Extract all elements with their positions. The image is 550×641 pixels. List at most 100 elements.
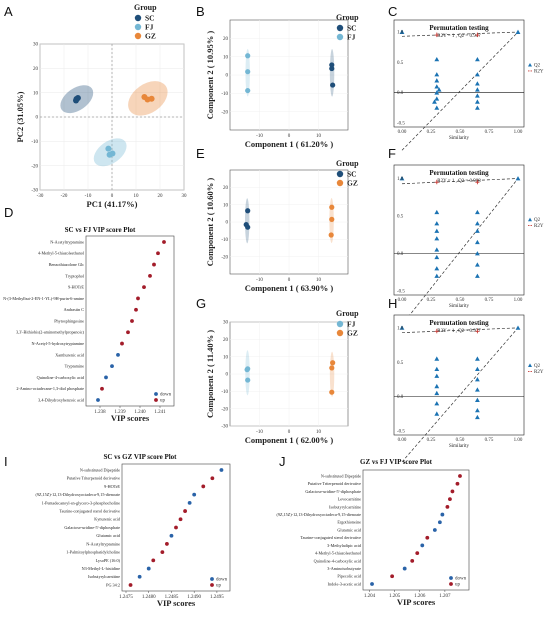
vip-point-down bbox=[96, 398, 100, 402]
panel-letter-D: D bbox=[4, 205, 13, 220]
panel-I: SC vs GZ VIP score Plot N-substituted Dip… bbox=[35, 453, 231, 608]
vip-point-down bbox=[370, 582, 374, 586]
panel-G: -10 0 10 -30 -20 -10 0 10 20 30 Component 1 ( 62.0… bbox=[205, 309, 359, 445]
legend-label-up: up bbox=[455, 583, 461, 588]
q2-point bbox=[475, 221, 480, 226]
y-tick-label: -0.5 bbox=[397, 430, 405, 435]
vip-point-up bbox=[152, 262, 156, 267]
q2-point bbox=[434, 266, 440, 271]
legend-label-R2Y: R2Y bbox=[534, 224, 544, 229]
x-tick-label: 30 bbox=[182, 194, 188, 199]
legend-label-FJ: FJ bbox=[347, 33, 356, 42]
panel-title: SC vs GZ VIP score Plot bbox=[103, 453, 177, 461]
x-tick-label: 1.241 bbox=[154, 410, 166, 415]
q2-point bbox=[475, 239, 480, 245]
legend-swatch-SC bbox=[134, 14, 142, 22]
x-tick-label: 1.2480 bbox=[142, 595, 156, 600]
vip-point-up bbox=[455, 481, 460, 486]
panel-letter-G: G bbox=[196, 296, 206, 311]
metabolite-label: N-Acetyltryptamine bbox=[50, 239, 84, 244]
y-tick-label: -20 bbox=[221, 110, 228, 115]
legend-swatch-up bbox=[210, 583, 214, 587]
legend-title: Group bbox=[336, 309, 359, 318]
plot-area bbox=[393, 164, 525, 296]
r2y-anchor-point bbox=[515, 325, 521, 330]
metabolite-label: Galactose-uridine-5'-diphosphate bbox=[64, 525, 120, 530]
metabolite-label: Putative Triterpenoid derivative bbox=[308, 481, 361, 486]
vip-point-down bbox=[110, 364, 114, 369]
metabolite-label: LysoPE (16:0) bbox=[96, 558, 121, 563]
y-tick-label: -10 bbox=[221, 390, 228, 395]
legend-swatch-Q2 bbox=[528, 217, 532, 222]
r2y-regression-line bbox=[401, 327, 519, 334]
q2-anchor-point bbox=[399, 176, 405, 181]
y-axis-label: Component 2 ( 10.60% ) bbox=[205, 178, 215, 267]
x-axis-label: Similarity bbox=[449, 304, 470, 309]
x-tick-label: 0.00 bbox=[398, 130, 407, 135]
data-point-FJ bbox=[245, 377, 251, 383]
vip-point-up bbox=[178, 517, 183, 522]
panel-J: GZ vs FJ VIP score Plot N-substituted Dip… bbox=[276, 458, 470, 607]
q2-point bbox=[434, 90, 440, 95]
q2-point bbox=[475, 99, 480, 104]
data-point-SC bbox=[329, 65, 335, 72]
metabolite-label: 1-Palmitoylphosphatidylcholine bbox=[66, 550, 120, 555]
y-tick-label: 0 bbox=[226, 74, 229, 79]
q2-point bbox=[434, 84, 440, 89]
metabolite-label: Putative Triterpenoid derivative bbox=[67, 476, 120, 481]
q2-point bbox=[434, 356, 440, 361]
plot-area bbox=[85, 235, 175, 407]
vip-point-up bbox=[174, 525, 178, 530]
metabolite-label: Isobutyrylcarnitine bbox=[329, 504, 361, 509]
data-point-GZ bbox=[148, 95, 155, 102]
vip-point-up bbox=[183, 509, 187, 513]
x-tick-label: 0.25 bbox=[427, 130, 436, 135]
data-point-FJ bbox=[245, 53, 251, 59]
panel-letter-F: F bbox=[388, 146, 396, 161]
legend-swatch-Q2 bbox=[528, 62, 532, 67]
x-tick-label: -10 bbox=[256, 278, 263, 283]
panel-letter-A: A bbox=[4, 4, 13, 19]
vip-point-down bbox=[146, 566, 151, 571]
q2-point bbox=[432, 99, 437, 104]
metabolite-label: Quinoline-4-carboxylic acid bbox=[37, 375, 85, 380]
q2-point bbox=[475, 397, 480, 402]
legend-swatch-GZ bbox=[134, 32, 142, 40]
q2-regression-line bbox=[401, 178, 519, 325]
y-tick-label: 0.5 bbox=[397, 61, 404, 66]
vip-point-up bbox=[100, 386, 104, 391]
q2-point bbox=[475, 56, 480, 62]
legend-swatch-Q2 bbox=[528, 363, 532, 367]
vip-point-down bbox=[440, 512, 445, 517]
data-point-GZ bbox=[329, 216, 335, 222]
q2-point bbox=[475, 93, 480, 98]
metabolite-label: 3,4-Dihydroxybenzoic acid bbox=[38, 397, 85, 403]
data-point-GZ bbox=[330, 360, 336, 366]
x-tick-label: 0.75 bbox=[485, 130, 494, 135]
y-tick-label: 30 bbox=[33, 43, 39, 48]
y-tick-label: -10 bbox=[221, 92, 228, 97]
q2-point bbox=[434, 96, 440, 101]
vip-point-up bbox=[156, 251, 160, 256]
legend-swatch-SC bbox=[336, 24, 344, 32]
q2-point bbox=[475, 366, 480, 372]
legend-label-up: up bbox=[160, 399, 166, 404]
vip-point-up bbox=[390, 574, 395, 579]
x-tick-label: 20 bbox=[158, 194, 164, 199]
vip-point-up bbox=[128, 583, 133, 587]
metabolite-label: Galactose-uridine-5'-diphosphate bbox=[305, 489, 361, 494]
panel-title: SC vs FJ VIP score Plot bbox=[65, 226, 136, 234]
vip-point-down bbox=[104, 375, 108, 380]
data-point-GZ bbox=[328, 232, 334, 238]
metabolite-label: Levocarnitine bbox=[338, 497, 361, 502]
x-tick-label: 1.2475 bbox=[119, 595, 133, 600]
x-tick-label: 10 bbox=[134, 194, 140, 199]
x-axis-label: VIP scores bbox=[157, 598, 196, 608]
x-tick-label: 0.75 bbox=[485, 438, 494, 443]
vip-point-up bbox=[151, 558, 156, 563]
panel-letter-H: H bbox=[388, 296, 397, 311]
legend-label-SC: SC bbox=[145, 14, 155, 23]
legend-swatch-up bbox=[449, 582, 453, 586]
x-tick-label: 0.50 bbox=[456, 130, 465, 135]
legend-label-up: up bbox=[216, 584, 222, 589]
